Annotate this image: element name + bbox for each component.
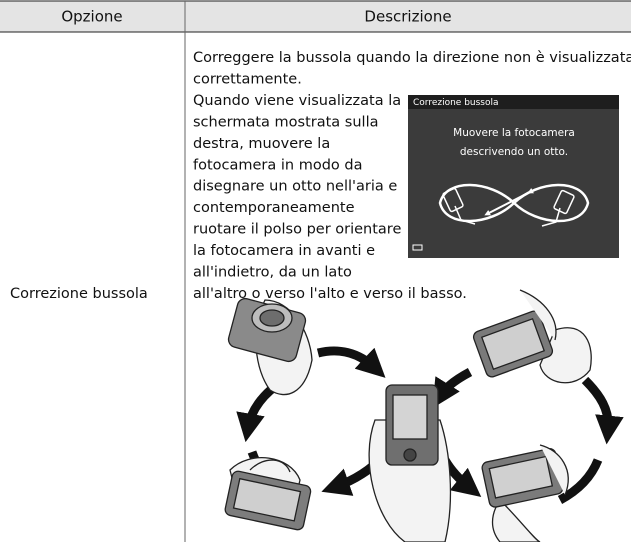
description-line: disegnare un otto nell'aria e <box>193 179 397 195</box>
description-line: all'indietro, da un lato <box>193 265 352 281</box>
description-line: Quando viene visualizzata la <box>193 93 401 109</box>
description-line: all'altro o verso l'alto e verso il bass… <box>193 286 467 302</box>
column-header: Descrizione <box>364 8 451 26</box>
description-line: fotocamera in modo da <box>193 157 363 173</box>
description-line: destra, muovere la <box>193 136 330 152</box>
screen-message: descrivendo un otto. <box>460 146 568 158</box>
screen-message: Muovere la fotocamera <box>453 127 575 139</box>
screen-inset: Correzione bussola Muovere la fotocamera… <box>408 95 619 258</box>
description-line: contemporaneamente <box>193 200 355 216</box>
description-line: correttamente. <box>193 71 302 87</box>
illustration <box>224 289 624 542</box>
screen-title: Correzione bussola <box>413 98 499 108</box>
description-line: la fotocamera in avanti e <box>193 243 375 259</box>
description: Correggere la bussola quando la direzion… <box>193 50 631 302</box>
column-header: Opzione <box>61 8 122 26</box>
description-line: schermata mostrata sulla <box>193 114 378 130</box>
header-bg <box>0 1 631 32</box>
option-label: Correzione bussola <box>10 286 148 302</box>
description-line: ruotare il polso per orientare <box>193 222 401 238</box>
description-line: Correggere la bussola quando la direzion… <box>193 50 631 66</box>
